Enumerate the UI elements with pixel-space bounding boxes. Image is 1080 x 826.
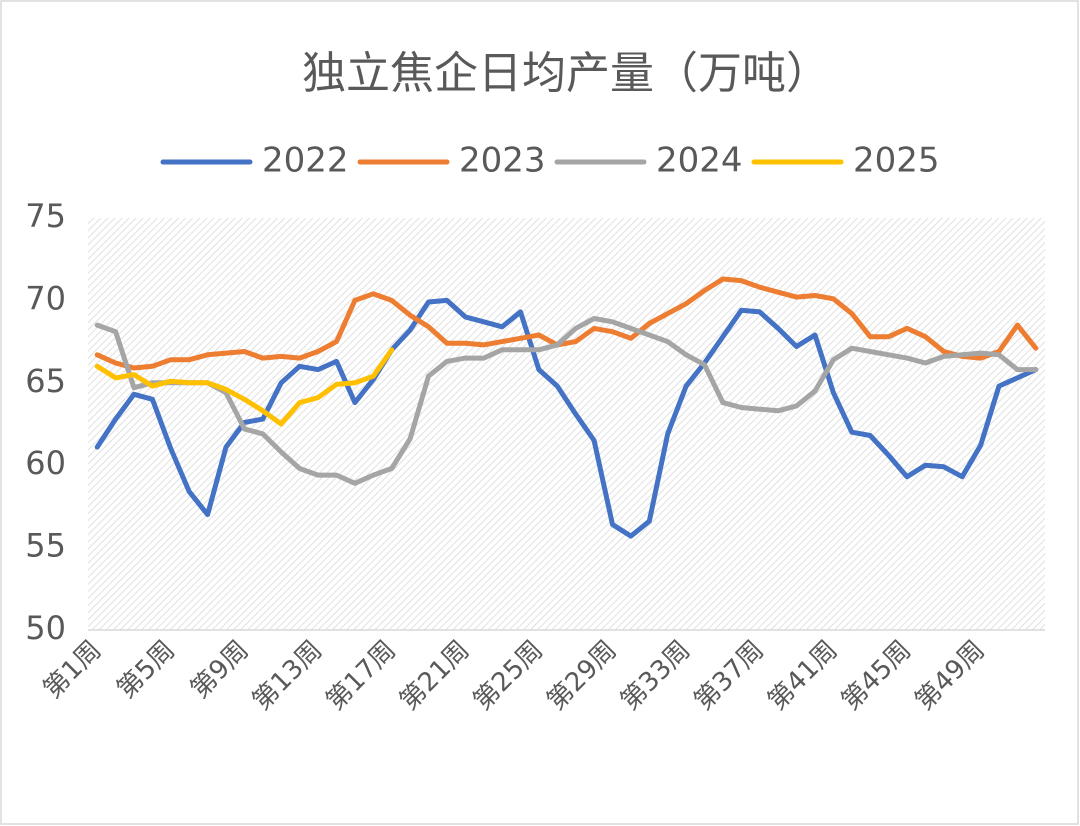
y-tick-label: 55 (25, 527, 66, 565)
legend-label: 2023 (459, 141, 546, 181)
series-line (94, 276, 1039, 371)
series-line (94, 297, 1039, 539)
legend-label: 2024 (656, 141, 743, 181)
y-tick-label: 60 (25, 444, 66, 482)
y-tick-label: 75 (25, 197, 66, 235)
plot-area (88, 218, 1045, 630)
chart-title: 独立焦企日均产量（万吨） (302, 48, 830, 99)
series-line (94, 316, 1039, 486)
series-line (94, 347, 395, 427)
legend-label: 2022 (262, 141, 349, 181)
y-tick-label: 70 (25, 279, 66, 317)
y-tick-label: 65 (25, 362, 66, 400)
y-tick-label: 50 (25, 609, 66, 647)
legend-label: 2025 (853, 141, 940, 181)
